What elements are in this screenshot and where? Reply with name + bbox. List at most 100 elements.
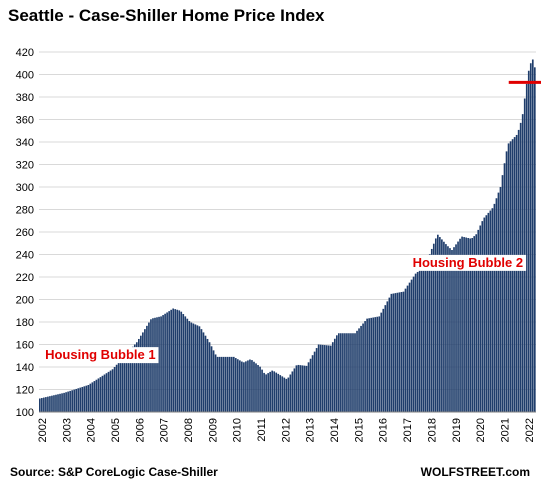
- bar: [344, 333, 346, 412]
- bar: [115, 364, 118, 412]
- bar: [327, 345, 330, 412]
- y-tick-label: 400: [16, 70, 34, 82]
- bar: [95, 379, 98, 412]
- bar: [350, 333, 352, 412]
- bar: [390, 293, 393, 413]
- bar: [55, 394, 57, 412]
- bar: [515, 134, 518, 412]
- bar: [477, 229, 480, 412]
- bar: [340, 333, 342, 412]
- bar: [150, 319, 152, 412]
- bar: [168, 311, 170, 412]
- bar: [457, 241, 459, 412]
- bar: [420, 268, 423, 412]
- x-tick-label: 2018: [426, 418, 438, 442]
- bar: [119, 360, 122, 412]
- bar: [79, 387, 82, 412]
- bar: [216, 356, 219, 413]
- bar: [368, 318, 370, 412]
- bar: [376, 316, 379, 412]
- bar: [41, 398, 43, 412]
- bar: [295, 365, 298, 412]
- bar: [85, 385, 88, 412]
- x-tick-label: 2019: [451, 418, 463, 442]
- bar: [178, 310, 181, 412]
- bar: [463, 237, 465, 412]
- bar: [249, 359, 251, 412]
- bar: [73, 389, 76, 412]
- bar: [380, 312, 383, 412]
- bar: [287, 377, 290, 412]
- bar: [192, 323, 195, 412]
- bar: [416, 271, 419, 412]
- bar: [311, 355, 314, 412]
- x-tick-label: 2010: [232, 418, 244, 442]
- bar: [261, 369, 263, 412]
- bar: [447, 246, 449, 412]
- bar: [430, 248, 433, 412]
- bar: [354, 333, 356, 412]
- bar: [105, 373, 108, 412]
- y-tick-label: 340: [16, 137, 34, 149]
- bar: [59, 393, 61, 412]
- bar: [465, 237, 467, 412]
- chart-title: Seattle - Case-Shiller Home Price Index: [8, 6, 325, 25]
- bar: [61, 393, 63, 412]
- bar: [434, 238, 437, 412]
- x-tick-label: 2004: [86, 418, 98, 442]
- y-tick-label: 360: [16, 115, 34, 127]
- x-tick-label: 2017: [402, 418, 414, 442]
- bar: [358, 328, 360, 412]
- bar: [299, 365, 302, 412]
- bar: [479, 225, 482, 412]
- bar: [228, 356, 231, 413]
- annotation-label: Housing Bubble 2: [413, 255, 524, 270]
- bar: [333, 338, 336, 412]
- bar: [404, 288, 407, 412]
- x-tick-label: 2021: [499, 418, 511, 442]
- bar: [406, 285, 409, 412]
- bar: [428, 254, 431, 412]
- brand-label: WOLFSTREET.com: [420, 465, 530, 479]
- bar: [202, 332, 205, 412]
- bar: [158, 316, 160, 412]
- bar: [253, 361, 255, 412]
- y-tick-label: 320: [16, 160, 34, 172]
- x-tick-label: 2007: [159, 418, 171, 442]
- bar: [142, 332, 144, 412]
- bar: [275, 372, 278, 412]
- annotation-background: [42, 347, 159, 364]
- bar: [125, 353, 128, 412]
- bar: [455, 244, 457, 412]
- y-tick-label: 100: [16, 407, 34, 419]
- bar: [87, 385, 90, 412]
- bar: [499, 187, 502, 412]
- bar: [384, 305, 387, 413]
- annotations: Housing Bubble 1 Housing Bubble 2: [42, 254, 527, 364]
- bar: [45, 397, 47, 412]
- bar: [507, 143, 510, 412]
- bar: [99, 377, 102, 413]
- x-tick-label: 2011: [256, 418, 268, 442]
- bar: [206, 338, 209, 412]
- y-tick-label: 160: [16, 340, 34, 352]
- bar: [251, 360, 253, 412]
- bar: [303, 365, 306, 412]
- x-tick-label: 2016: [378, 418, 390, 442]
- y-tick-label: 200: [16, 295, 34, 307]
- bar: [461, 236, 463, 412]
- bar: [204, 335, 207, 412]
- bar: [257, 365, 259, 412]
- bar: [382, 308, 385, 412]
- bar: [226, 356, 229, 413]
- bar: [362, 323, 364, 412]
- bar: [372, 317, 375, 412]
- annotation-background: [409, 254, 527, 271]
- bar: [331, 342, 334, 412]
- bar: [220, 356, 223, 413]
- annotation-label: Housing Bubble 1: [45, 347, 156, 362]
- bar: [133, 344, 136, 412]
- bar: [162, 315, 164, 412]
- bar: [166, 312, 168, 412]
